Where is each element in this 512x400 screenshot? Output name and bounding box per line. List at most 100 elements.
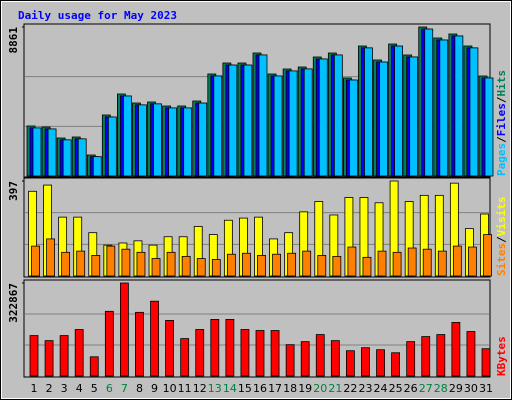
bar: [77, 138, 87, 177]
bar: [347, 246, 357, 277]
bar: [379, 61, 388, 177]
bar: [376, 349, 385, 377]
bar: [436, 334, 446, 377]
bar: [76, 250, 86, 277]
x-tick-label: 11: [178, 382, 192, 395]
x-tick-label: 5: [91, 382, 98, 395]
bar: [166, 251, 176, 277]
bar: [439, 39, 449, 177]
x-tick-label: 23: [358, 382, 372, 395]
x-tick-label: 2: [46, 382, 53, 395]
bar: [257, 255, 266, 277]
bar: [181, 255, 191, 277]
x-tick-label: 3: [61, 382, 68, 395]
x-tick-label: 26: [404, 382, 418, 395]
x-tick-label: 20: [313, 382, 327, 395]
bar: [318, 58, 328, 177]
bar: [136, 251, 146, 277]
bar: [104, 310, 114, 377]
legend-separator: /: [495, 236, 508, 243]
bar: [165, 320, 175, 377]
x-tick-label: 24: [374, 382, 388, 395]
bar: [302, 250, 312, 277]
x-tick-label: 29: [449, 382, 463, 395]
chart-title: Daily usage for May 2023: [18, 9, 177, 22]
bar: [391, 352, 401, 377]
x-tick-label: 22: [343, 382, 357, 395]
bar: [424, 28, 434, 177]
bar: [332, 255, 342, 277]
bar: [468, 246, 477, 277]
bar: [407, 247, 417, 277]
legend-entry: KBytes: [495, 336, 508, 376]
bar: [451, 322, 461, 377]
bar: [345, 350, 355, 377]
bar: [74, 329, 84, 377]
bar: [270, 330, 280, 377]
bar: [361, 347, 370, 377]
bar: [210, 318, 220, 377]
bar: [92, 156, 102, 177]
bar: [196, 258, 206, 277]
bar: [150, 300, 159, 377]
bar: [392, 251, 402, 277]
x-tick-label: 21: [328, 382, 342, 395]
y-tick-label: 397: [7, 181, 20, 201]
bar: [62, 139, 72, 177]
x-tick-label: 30: [464, 382, 478, 395]
bar: [198, 102, 208, 177]
bar: [348, 79, 358, 177]
bar: [421, 336, 431, 377]
bar: [364, 47, 373, 177]
bar: [333, 54, 343, 177]
bar: [123, 95, 132, 177]
bar: [409, 56, 419, 177]
x-tick-label: 7: [121, 382, 128, 395]
bar: [121, 248, 131, 277]
bar: [422, 248, 432, 277]
x-tick-label: 25: [389, 382, 403, 395]
legend-entry: Visits: [495, 197, 508, 237]
x-tick-label: 17: [268, 382, 282, 395]
bar: [135, 311, 144, 377]
bar: [288, 70, 298, 177]
bar: [454, 35, 464, 177]
bar: [61, 251, 71, 277]
x-tick-label: 13: [208, 382, 222, 395]
x-tick-label: 4: [76, 382, 83, 395]
bar: [228, 64, 238, 177]
x-tick-label: 16: [253, 382, 267, 395]
bar: [195, 329, 205, 377]
bar: [183, 107, 193, 177]
bar: [469, 47, 479, 177]
bar: [303, 68, 313, 177]
bar: [406, 341, 416, 377]
legend-entry: Files: [495, 103, 508, 136]
bar: [330, 340, 340, 377]
bar: [300, 341, 310, 377]
bar: [46, 238, 55, 277]
bar: [362, 256, 372, 277]
bar: [226, 253, 236, 277]
bar: [287, 252, 297, 277]
bar: [59, 335, 69, 377]
bar: [243, 64, 253, 177]
bar: [107, 116, 117, 177]
bar: [168, 107, 178, 177]
bar: [437, 250, 447, 277]
bar: [315, 334, 325, 377]
legend-entry: Sites: [495, 243, 508, 276]
legend-entry: Hits: [495, 70, 508, 97]
x-tick-label: 12: [193, 382, 207, 395]
bar: [44, 340, 54, 377]
x-tick-label: 14: [223, 382, 237, 395]
bar: [484, 77, 494, 177]
bar: [240, 329, 250, 377]
bar: [31, 245, 40, 277]
legend-entry: Pages: [495, 143, 508, 176]
x-tick-label: 1: [31, 382, 38, 395]
bar: [481, 348, 491, 377]
x-tick-label: 8: [136, 382, 143, 395]
